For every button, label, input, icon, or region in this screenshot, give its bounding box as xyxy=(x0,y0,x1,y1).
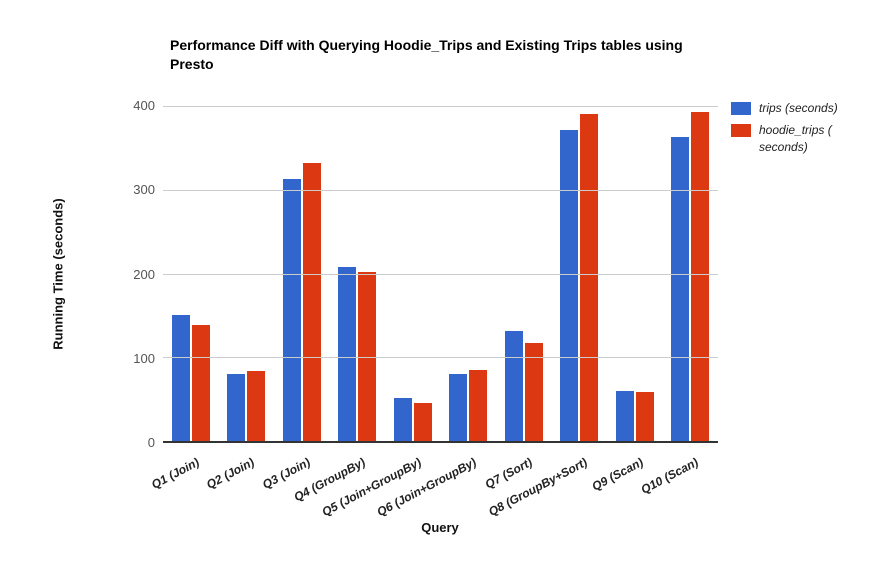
bar xyxy=(227,374,246,441)
bar-series-container xyxy=(163,106,718,441)
bar xyxy=(671,137,690,441)
y-tick-label: 200 xyxy=(133,266,155,282)
bar xyxy=(247,370,266,441)
bar xyxy=(469,369,488,441)
chart-title: Performance Diff with Querying Hoodie_Tr… xyxy=(170,37,683,72)
plot-area xyxy=(163,106,718,443)
bar xyxy=(615,390,634,441)
y-tick-label: 400 xyxy=(133,98,155,113)
chart-canvas: Performance Diff with Querying Hoodie_Tr… xyxy=(0,37,883,535)
bar xyxy=(560,130,579,441)
legend-item: hoodie_trips ( seconds) xyxy=(731,122,883,156)
bar xyxy=(691,111,710,441)
legend-label: trips (seconds) xyxy=(759,101,838,115)
bar-group xyxy=(274,106,330,441)
bar xyxy=(449,374,468,441)
bar-group xyxy=(441,106,497,441)
y-tick-label: 100 xyxy=(133,350,155,366)
gridline xyxy=(163,106,718,107)
bar xyxy=(338,266,357,441)
bar-group xyxy=(330,106,386,441)
y-axis-tick-labels: 0 100 200 300 400 xyxy=(0,99,155,450)
bar xyxy=(358,271,377,441)
bar xyxy=(302,162,321,441)
bar-group xyxy=(552,106,608,441)
bar-group xyxy=(385,106,441,441)
gridline xyxy=(163,273,718,275)
chart-legend: trips (seconds) hoodie_trips ( seconds) xyxy=(731,100,883,156)
bar xyxy=(393,398,412,441)
x-axis-tick-labels: Q1 (Join) Q2 (Join) Q3 (Join) Q4 (GroupBy) Q… xyxy=(149,443,718,519)
x-axis-title: Query xyxy=(421,520,459,535)
bar xyxy=(504,331,523,441)
bar xyxy=(524,343,543,441)
legend-swatch xyxy=(731,102,751,115)
legend-label: hoodie_trips ( seconds) xyxy=(759,123,832,154)
gridline xyxy=(163,357,718,359)
bar xyxy=(413,403,432,441)
bar-group xyxy=(163,106,219,441)
bar-group xyxy=(219,106,275,441)
bar xyxy=(635,391,654,441)
bar-group xyxy=(607,106,663,441)
bar xyxy=(282,178,301,441)
legend-swatch xyxy=(731,124,751,137)
bar xyxy=(191,325,210,441)
bar xyxy=(580,114,599,441)
bar xyxy=(171,315,190,441)
bar-group xyxy=(663,106,719,441)
gridline xyxy=(163,189,718,191)
bar-group xyxy=(496,106,552,441)
y-tick-label: 0 xyxy=(147,435,155,450)
legend-item: trips (seconds) xyxy=(731,100,883,117)
y-tick-label: 300 xyxy=(133,182,155,198)
